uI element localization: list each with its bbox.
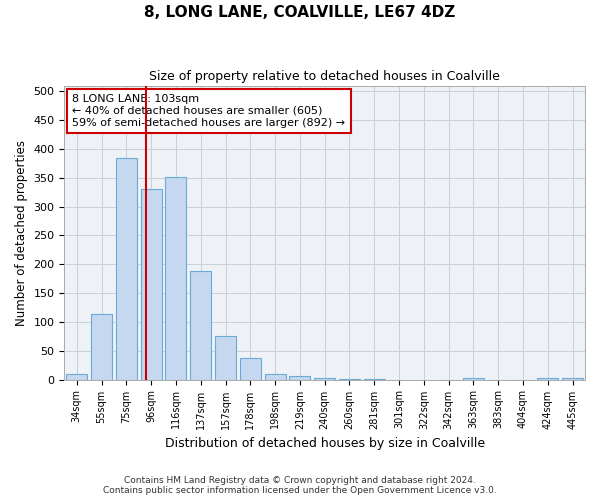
Bar <box>265 374 286 380</box>
Bar <box>364 379 385 380</box>
Text: 8 LONG LANE: 103sqm
← 40% of detached houses are smaller (605)
59% of semi-detac: 8 LONG LANE: 103sqm ← 40% of detached ho… <box>72 94 346 128</box>
X-axis label: Distribution of detached houses by size in Coalville: Distribution of detached houses by size … <box>164 437 485 450</box>
Bar <box>339 379 360 380</box>
Text: Contains HM Land Registry data © Crown copyright and database right 2024.
Contai: Contains HM Land Registry data © Crown c… <box>103 476 497 495</box>
Y-axis label: Number of detached properties: Number of detached properties <box>15 140 28 326</box>
Bar <box>240 358 261 380</box>
Text: 8, LONG LANE, COALVILLE, LE67 4DZ: 8, LONG LANE, COALVILLE, LE67 4DZ <box>145 5 455 20</box>
Bar <box>537 378 559 380</box>
Bar <box>215 336 236 380</box>
Bar <box>66 374 88 380</box>
Bar <box>166 176 187 380</box>
Bar <box>314 378 335 380</box>
Bar <box>562 378 583 380</box>
Bar <box>140 190 162 380</box>
Bar <box>190 271 211 380</box>
Bar <box>116 158 137 380</box>
Bar <box>289 376 310 380</box>
Bar <box>91 314 112 380</box>
Title: Size of property relative to detached houses in Coalville: Size of property relative to detached ho… <box>149 70 500 83</box>
Bar <box>463 378 484 380</box>
